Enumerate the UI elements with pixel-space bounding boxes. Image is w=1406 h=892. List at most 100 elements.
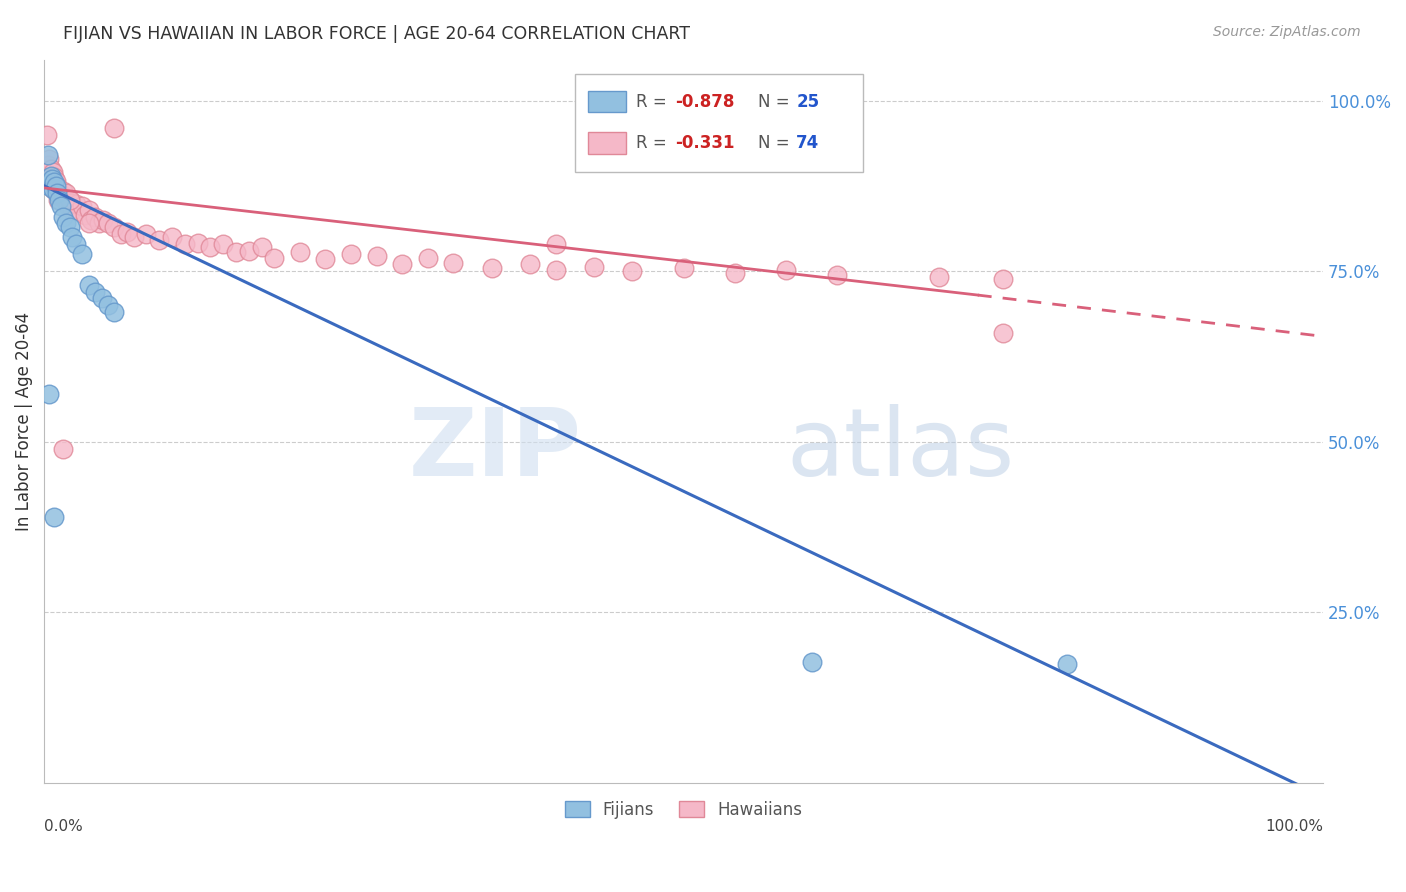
Text: -0.878: -0.878 [675,93,734,111]
Point [263,251,285,265]
Point [51,189,73,203]
Point [42,182,65,196]
Point [621,264,644,278]
Point [42,165,65,179]
Text: ZIP: ZIP [408,404,581,496]
Point [212,236,235,251]
FancyBboxPatch shape [588,91,626,112]
Point [45,174,67,188]
Point [288,245,311,260]
Point [38,387,60,401]
Point [44,178,66,193]
Point [993,272,1015,286]
Point [65,197,87,211]
Point [77,202,100,217]
Point [38,152,60,166]
FancyBboxPatch shape [575,74,863,172]
Point [91,213,114,227]
Text: R =: R = [637,93,672,111]
Point [45,178,67,193]
Point [825,268,848,282]
Point [60,202,83,217]
Point [672,260,695,275]
Point [45,182,67,196]
Point [35,128,58,142]
Text: N =: N = [758,93,794,111]
Point [55,216,77,230]
Point [39,169,62,183]
Text: N =: N = [758,134,794,152]
Point [41,176,63,190]
Point [49,199,72,213]
Point [52,210,75,224]
Point [44,169,66,184]
Point [800,655,823,669]
Point [37,148,59,162]
Point [48,193,70,207]
Y-axis label: In Labor Force | Age 20-64: In Labor Force | Age 20-64 [15,312,32,531]
Point [544,262,567,277]
Point [340,247,363,261]
Text: atlas: atlas [786,404,1014,496]
Point [238,244,260,258]
Point [67,204,90,219]
Point [52,442,75,456]
Point [46,182,69,196]
Point [60,230,83,244]
Point [45,186,67,200]
Legend: Fijians, Hawaiians: Fijians, Hawaiians [558,794,810,825]
Point [55,186,77,200]
Point [225,245,247,260]
Point [45,178,67,193]
Point [583,260,606,274]
FancyBboxPatch shape [588,132,626,153]
Point [41,172,63,186]
Point [77,277,100,292]
Point [38,178,60,193]
Point [80,213,103,227]
Point [1056,657,1078,671]
Point [103,305,125,319]
Point [58,199,80,213]
Point [135,227,157,241]
Point [110,227,132,241]
Point [90,292,112,306]
Point [37,158,59,172]
Point [59,193,82,207]
Point [441,256,464,270]
Point [187,235,209,250]
Point [173,236,195,251]
Point [48,189,70,203]
Text: 74: 74 [796,134,820,152]
Point [41,169,63,183]
Text: Source: ZipAtlas.com: Source: ZipAtlas.com [1213,25,1361,39]
Point [250,240,273,254]
Point [44,509,66,524]
Point [544,236,567,251]
Point [416,251,439,265]
Point [65,236,87,251]
Point [103,219,125,234]
Point [72,199,94,213]
Point [48,186,70,200]
Point [59,195,82,210]
Point [49,187,72,202]
Text: FIJIAN VS HAWAIIAN IN LABOR FORCE | AGE 20-64 CORRELATION CHART: FIJIAN VS HAWAIIAN IN LABOR FORCE | AGE … [63,25,690,43]
Point [73,208,96,222]
Point [52,184,75,198]
Text: -0.331: -0.331 [675,134,734,152]
Text: R =: R = [637,134,672,152]
Point [87,216,110,230]
Point [160,230,183,244]
Text: 25: 25 [796,93,820,111]
Point [59,219,82,234]
Point [45,186,67,200]
Point [39,161,62,176]
Point [148,234,170,248]
Point [724,266,747,280]
Point [97,216,120,230]
Point [46,193,69,207]
Point [519,257,541,271]
Point [84,285,107,299]
Point [103,120,125,135]
